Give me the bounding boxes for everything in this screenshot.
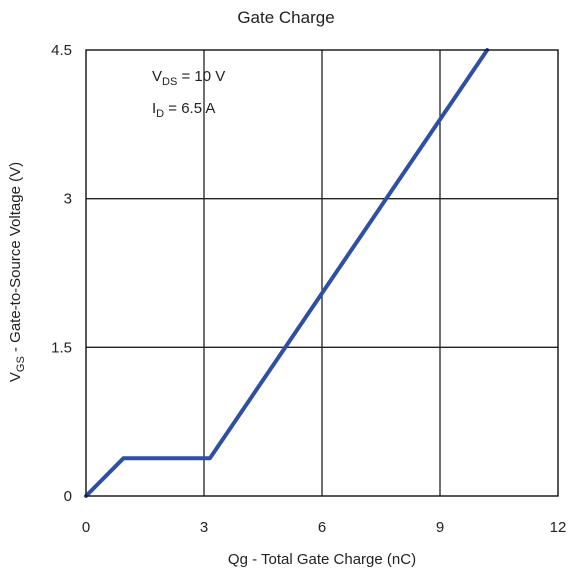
x-tick-label: 9 [436,519,444,536]
grid-lines [86,50,558,496]
y-tick-label: 1.5 [51,339,72,356]
y-tick-label: 4.5 [51,42,72,59]
annotation-id-subscript: D [156,108,165,120]
annotation-vds-symbol: V [152,68,163,85]
tick-labels: 0 3 6 9 12 0 1.5 3 4.5 [51,42,566,536]
annotation-vds: VDS = 10 V [152,68,225,88]
y-axis-label-subscript: GS [15,356,27,373]
x-tick-label: 6 [318,519,326,536]
series-group [84,48,490,498]
y-axis-label-text: - Gate-to-Source Voltage (V) [7,161,24,357]
annotation-id-symbol: I [152,100,157,117]
x-tick-label: 12 [550,519,567,536]
annotation-vds-value: = 10 V [177,68,226,85]
chart-title: Gate Charge [237,8,335,27]
plot-frame [85,49,559,497]
annotation-id: ID = 6.5 A [152,100,215,120]
y-tick-label: 0 [64,488,72,505]
x-tick-label: 0 [82,519,90,536]
series-line [84,48,490,498]
x-axis-label: Qg - Total Gate Charge (nC) [227,551,417,568]
y-axis-label-symbol: V [7,372,24,383]
x-tick-label: 3 [200,519,208,536]
annotation-vds-subscript: DS [162,76,178,88]
y-tick-label: 3 [64,191,72,208]
annotation-id-value: = 6.5 A [164,100,216,117]
